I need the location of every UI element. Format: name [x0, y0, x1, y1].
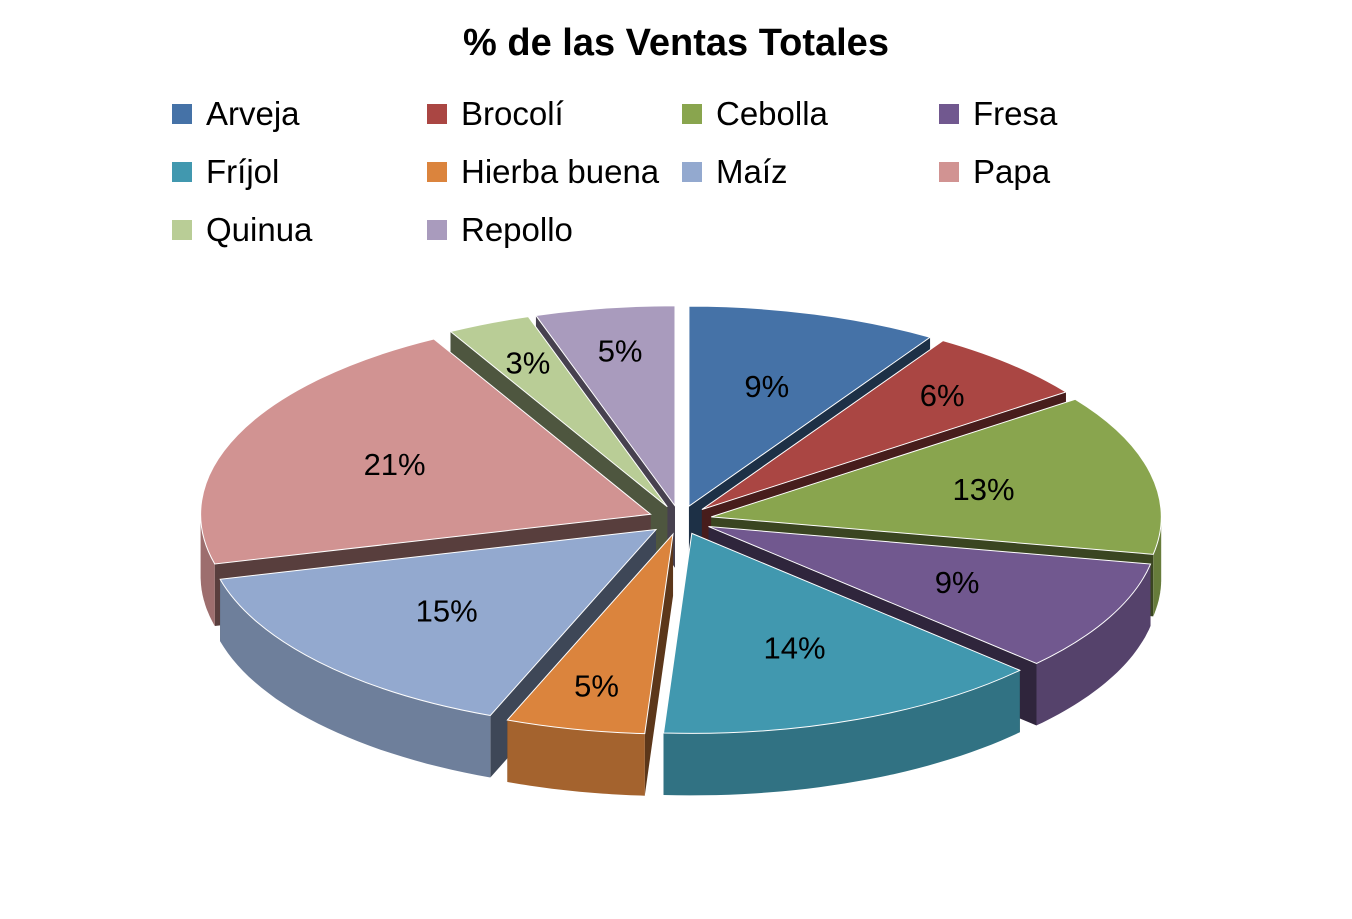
legend-swatch — [172, 220, 192, 240]
legend-item: Fríjol — [172, 153, 279, 191]
legend-label: Brocolí — [461, 95, 564, 132]
data-label: 15% — [416, 594, 478, 629]
legend-item: Arveja — [172, 95, 300, 133]
data-label: 9% — [744, 369, 789, 404]
legend-item: Cebolla — [682, 95, 828, 133]
pie-slice-maíz — [219, 528, 658, 778]
chart-title: % de las Ventas Totales — [463, 22, 889, 64]
slice-top — [708, 526, 1152, 664]
slice-top — [219, 528, 658, 717]
legend-swatch — [427, 104, 447, 124]
legend-swatch — [427, 162, 447, 182]
legend-swatch — [172, 162, 192, 182]
slice-top — [688, 305, 932, 508]
legend-swatch — [682, 162, 702, 182]
slice-outer-wall — [200, 514, 215, 626]
legend-swatch — [427, 220, 447, 240]
legend-label: Cebolla — [716, 95, 828, 132]
legend-label: Arveja — [206, 95, 300, 132]
legend-label: Fresa — [973, 95, 1058, 132]
legend-label: Quinua — [206, 211, 313, 248]
legend-label: Hierba buena — [461, 153, 660, 190]
legend-swatch — [682, 104, 702, 124]
data-label: 5% — [574, 668, 619, 703]
legend-item: Repollo — [427, 211, 573, 249]
legend-item: Hierba buena — [427, 153, 659, 191]
slice-top — [200, 338, 652, 565]
legend-swatch — [939, 104, 959, 124]
data-label: 9% — [935, 565, 980, 600]
slice-top — [662, 532, 1022, 734]
legend-label: Fríjol — [206, 153, 280, 190]
data-label: 5% — [598, 334, 643, 369]
slice-outer-wall — [1153, 516, 1162, 617]
legend-label: Papa — [973, 153, 1051, 190]
slice-top — [711, 398, 1162, 555]
legend-item: Fresa — [939, 95, 1057, 133]
slice-outer-wall — [663, 670, 1020, 796]
slice-top — [449, 316, 668, 508]
slice-top — [535, 305, 676, 508]
legend-swatch — [172, 104, 192, 124]
data-label: 13% — [952, 472, 1014, 507]
legend-swatch — [939, 162, 959, 182]
data-label: 3% — [505, 346, 550, 381]
legend-item: Papa — [939, 153, 1050, 191]
legend-label: Repollo — [461, 211, 573, 248]
data-label: 21% — [364, 447, 426, 482]
legend-item: Maíz — [682, 153, 788, 191]
data-label: 14% — [763, 631, 825, 666]
pie-slice-hierba-buena — [506, 532, 674, 796]
slice-top — [506, 532, 674, 735]
legend-item: Quinua — [172, 211, 312, 249]
legend-item: Brocolí — [427, 95, 564, 133]
legend-label: Maíz — [716, 153, 788, 190]
slice-outer-wall — [507, 720, 645, 796]
pie-slice-fríjol — [662, 532, 1022, 796]
slice-outer-wall — [1036, 564, 1151, 726]
slice-top — [701, 340, 1068, 510]
data-label: 6% — [920, 378, 965, 413]
